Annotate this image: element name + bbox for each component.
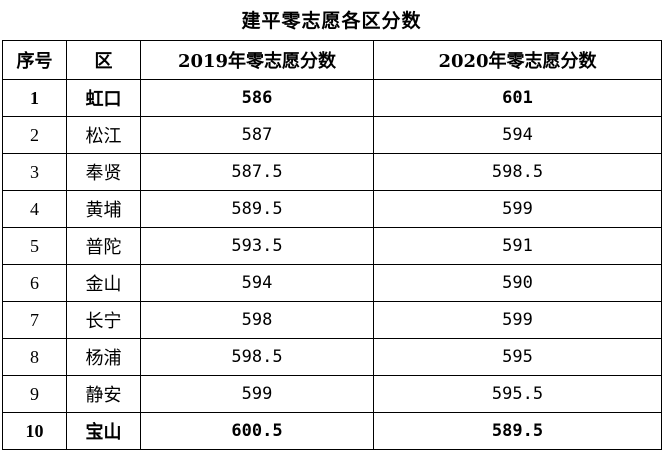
cell-score-2020: 599 [373,301,662,339]
cell-score-2019: 593.5 [140,227,374,265]
cell-district: 宝山 [66,412,141,450]
cell-district: 奉贤 [66,153,141,191]
cell-district: 普陀 [66,227,141,265]
table-body: 1 虹口 586 601 2 松江 587 594 3 奉贤 587.5 598.5 4 黄埔 589.5 5… [2,79,662,450]
cell-score-2020: 599 [373,190,662,228]
cell-score-2020: 591 [373,227,662,265]
table-row: 1 虹口 586 601 [2,79,662,117]
cell-district: 金山 [66,264,141,302]
table-row: 2 松江 587 594 [2,116,662,154]
header-district: 区 [66,40,141,80]
cell-score-2019: 589.5 [140,190,374,228]
cell-district: 杨浦 [66,338,141,376]
cell-index: 9 [2,375,67,413]
cell-score-2020: 598.5 [373,153,662,191]
table-header: 序号 区 2019年零志愿分数 2020年零志愿分数 [2,40,662,80]
cell-index: 7 [2,301,67,339]
header-score-2019: 2019年零志愿分数 [140,40,374,80]
cell-index: 8 [2,338,67,376]
header-row: 序号 区 2019年零志愿分数 2020年零志愿分数 [2,40,662,80]
table-row: 7 长宁 598 599 [2,301,662,339]
header-index: 序号 [2,40,67,80]
cell-score-2019: 598 [140,301,374,339]
table-row: 4 黄埔 589.5 599 [2,190,662,228]
cell-district: 虹口 [66,79,141,117]
table-row: 3 奉贤 587.5 598.5 [2,153,662,191]
cell-score-2019: 587.5 [140,153,374,191]
cell-score-2020: 601 [373,79,662,117]
cell-index: 3 [2,153,67,191]
cell-score-2019: 587 [140,116,374,154]
cell-index: 5 [2,227,67,265]
table-title: 建平零志愿各区分数 [241,10,422,32]
cell-score-2019: 600.5 [140,412,374,450]
cell-district: 黄埔 [66,190,141,228]
header-score-2020: 2020年零志愿分数 [373,40,662,80]
cell-score-2020: 590 [373,264,662,302]
cell-district: 静安 [66,375,141,413]
score-table: 序号 区 2019年零志愿分数 2020年零志愿分数 1 虹口 586 601 2 松江 5… [2,40,662,450]
cell-score-2019: 594 [140,264,374,302]
table-row: 10 宝山 600.5 589.5 [2,412,662,450]
cell-score-2020: 589.5 [373,412,662,450]
table-row: 9 静安 599 595.5 [2,375,662,413]
cell-index: 2 [2,116,67,154]
cell-index: 6 [2,264,67,302]
cell-score-2019: 586 [140,79,374,117]
table-row: 8 杨浦 598.5 595 [2,338,662,376]
cell-score-2019: 598.5 [140,338,374,376]
table-row: 6 金山 594 590 [2,264,662,302]
cell-index: 1 [2,79,67,117]
cell-index: 4 [2,190,67,228]
table-row: 5 普陀 593.5 591 [2,227,662,265]
cell-district: 长宁 [66,301,141,339]
cell-score-2020: 595 [373,338,662,376]
cell-index: 10 [2,412,67,450]
cell-score-2019: 599 [140,375,374,413]
cell-score-2020: 594 [373,116,662,154]
cell-score-2020: 595.5 [373,375,662,413]
cell-district: 松江 [66,116,141,154]
